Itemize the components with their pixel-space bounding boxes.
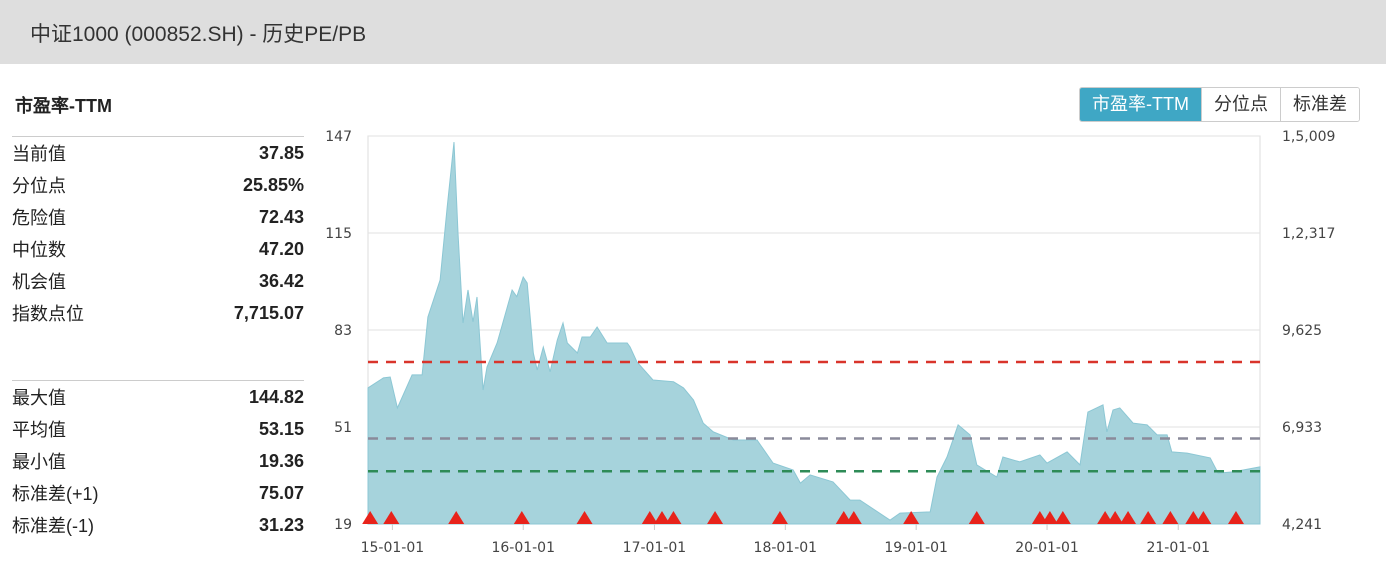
marker-triangle xyxy=(1195,511,1212,524)
stat-label: 中位数 xyxy=(12,240,66,260)
marker-triangle xyxy=(1162,511,1179,524)
stat-row: 当前值 37.85 xyxy=(12,137,304,169)
marker-triangle xyxy=(845,511,862,524)
y2-tick-label: 6,933 xyxy=(1282,420,1322,436)
tab-pe-ttm[interactable]: 市盈率-TTM xyxy=(1080,88,1201,121)
stats-primary: 当前值 37.85 分位点 25.85% 危险值 72.43 中位数 47.20 机会值… xyxy=(12,136,304,329)
marker-triangle xyxy=(1097,511,1114,524)
marker-triangle xyxy=(1140,511,1157,524)
stat-label: 平均值 xyxy=(12,420,66,440)
section-title: 市盈率-TTM xyxy=(15,96,112,116)
stat-value: 75.07 xyxy=(258,482,304,503)
marker-triangle xyxy=(1031,511,1048,524)
x-tick-label: 19-01-01 xyxy=(884,540,948,556)
stat-row: 最小值 19.36 xyxy=(12,445,304,477)
stat-row: 指数点位 7,715.07 xyxy=(12,297,304,329)
marker-triangle xyxy=(1054,511,1071,524)
stat-label: 最小值 xyxy=(12,452,66,472)
y2-tick-label: 1,5,009 xyxy=(1282,129,1335,145)
x-tick-label: 18-01-01 xyxy=(754,540,818,556)
marker-triangle xyxy=(1041,511,1058,524)
y-tick-label: 147 xyxy=(325,129,352,145)
y-tick-label: 115 xyxy=(325,226,352,242)
marker-triangle xyxy=(835,511,852,524)
stat-row: 平均值 53.15 xyxy=(12,413,304,445)
stat-label: 最大值 xyxy=(12,388,66,408)
stat-label: 标准差(-1) xyxy=(12,516,94,536)
plot-area xyxy=(367,135,1261,525)
stat-value: 47.20 xyxy=(258,238,304,259)
marker-triangle xyxy=(641,511,658,524)
y-tick-label: 51 xyxy=(334,420,352,436)
x-tick-label: 15-01-01 xyxy=(361,540,425,556)
marker-triangle xyxy=(968,511,985,524)
marker-triangle xyxy=(707,511,724,524)
marker-triangle xyxy=(665,511,682,524)
stats-secondary: 最大值 144.82 平均值 53.15 最小值 19.36 标准差(+1) 75.07… xyxy=(12,380,304,541)
marker-triangle xyxy=(653,511,670,524)
stat-row: 危险值 72.43 xyxy=(12,201,304,233)
marker-triangle xyxy=(1227,511,1244,524)
stat-label: 标准差(+1) xyxy=(12,484,99,504)
marker-triangle xyxy=(576,511,593,524)
page-title: 中证1000 (000852.SH) - 历史PE/PB xyxy=(30,23,367,46)
y2-tick-label: 1,2,317 xyxy=(1282,226,1335,242)
stat-value: 37.85 xyxy=(258,142,304,163)
stat-value: 7,715.07 xyxy=(233,302,304,323)
pe-area-series xyxy=(367,142,1261,525)
stat-value: 36.42 xyxy=(258,270,304,291)
metric-tab-group: 市盈率-TTM 分位点 标准差 xyxy=(1079,87,1360,122)
marker-triangle xyxy=(1185,511,1202,524)
stat-row: 中位数 47.20 xyxy=(12,233,304,265)
stat-row: 分位点 25.85% xyxy=(12,169,304,201)
stat-row: 机会值 36.42 xyxy=(12,265,304,297)
stat-value: 31.23 xyxy=(258,514,304,535)
y-tick-label: 19 xyxy=(334,517,352,533)
stat-label: 危险值 xyxy=(12,208,66,228)
x-tick-label: 17-01-01 xyxy=(623,540,687,556)
x-tick-label: 16-01-01 xyxy=(491,540,555,556)
stat-row: 标准差(+1) 75.07 xyxy=(12,477,304,509)
stat-label: 机会值 xyxy=(12,272,66,292)
stat-value: 25.85% xyxy=(242,174,304,195)
marker-triangle xyxy=(903,511,920,524)
stat-value: 72.43 xyxy=(258,206,304,227)
marker-triangle xyxy=(448,511,465,524)
y-tick-label: 83 xyxy=(334,323,352,339)
page-header: 中证1000 (000852.SH) - 历史PE/PB xyxy=(0,0,1386,64)
y2-tick-label: 9,625 xyxy=(1282,323,1322,339)
marker-triangle xyxy=(513,511,530,524)
stat-value: 144.82 xyxy=(248,386,304,407)
stat-value: 53.15 xyxy=(258,418,304,439)
stat-row: 最大值 144.82 xyxy=(12,381,304,413)
x-tick-label: 21-01-01 xyxy=(1146,540,1210,556)
tab-percentile[interactable]: 分位点 xyxy=(1200,88,1280,121)
marker-triangle xyxy=(383,511,400,524)
stat-label: 指数点位 xyxy=(12,304,84,324)
x-tick-label: 20-01-01 xyxy=(1015,540,1079,556)
stat-label: 当前值 xyxy=(12,144,66,164)
tab-std-dev[interactable]: 标准差 xyxy=(1279,88,1359,121)
stat-row: 标准差(-1) 31.23 xyxy=(12,509,304,541)
marker-triangle xyxy=(771,511,788,524)
stat-label: 分位点 xyxy=(12,176,66,196)
y2-tick-label: 4,241 xyxy=(1282,517,1322,533)
marker-triangle xyxy=(362,511,379,524)
marker-triangle xyxy=(1120,511,1137,524)
stat-value: 19.36 xyxy=(258,450,304,471)
marker-triangle xyxy=(1107,511,1124,524)
